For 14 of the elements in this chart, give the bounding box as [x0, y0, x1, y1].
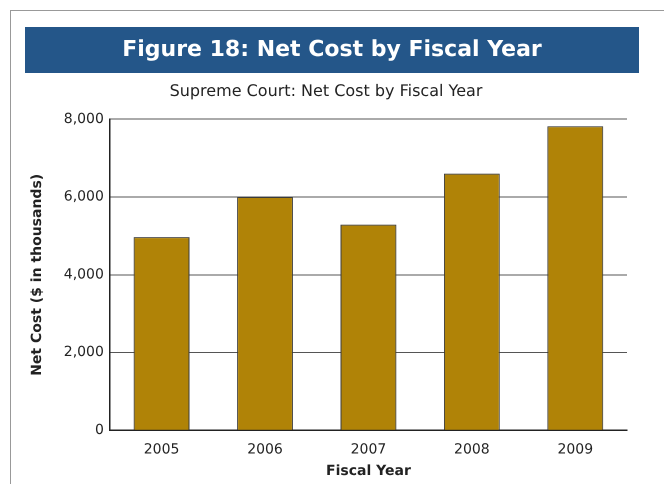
y-tick-label: 2,000	[64, 344, 104, 360]
chart-title: Figure 18: Net Cost by Fiscal Year	[25, 27, 639, 73]
y-tick-label: 4,000	[64, 266, 104, 282]
chart-subtitle: Supreme Court: Net Cost by Fiscal Year	[170, 80, 483, 100]
y-axis-title: Net Cost ($ in thousands)	[29, 174, 46, 376]
x-tick-label: 2007	[350, 441, 386, 458]
x-axis-title: Fiscal Year	[326, 463, 411, 480]
x-tick-label: 2008	[454, 441, 490, 458]
x-tick-label: 2005	[144, 441, 180, 458]
y-tick-label: 8,000	[64, 110, 104, 127]
x-tick-label: 2006	[247, 441, 283, 458]
y-tick-label: 0	[94, 422, 104, 438]
x-tick-label: 2009	[557, 441, 594, 458]
y-tick-label: 6,000	[64, 188, 104, 205]
